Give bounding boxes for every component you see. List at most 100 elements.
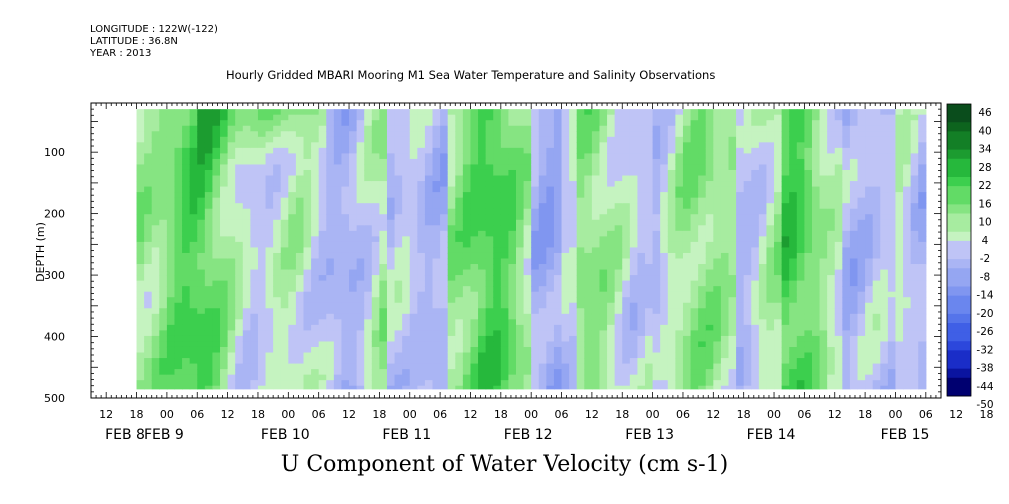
heatmap-cell <box>250 352 259 359</box>
heatmap-cell <box>743 247 752 254</box>
heatmap-cell <box>736 269 745 276</box>
heatmap-cell <box>455 120 464 127</box>
heatmap-cell <box>220 136 229 143</box>
heatmap-cell <box>273 252 282 260</box>
heatmap-cell <box>546 203 555 210</box>
heatmap-cell <box>849 197 859 204</box>
heatmap-cell <box>842 114 851 121</box>
heatmap-cell <box>197 114 206 121</box>
heatmap-cell <box>174 330 183 337</box>
heatmap-cell <box>379 346 388 354</box>
heatmap-cell <box>508 313 517 320</box>
heatmap-cell <box>280 313 289 320</box>
heatmap-cell <box>705 131 714 138</box>
heatmap-cell <box>265 297 274 304</box>
heatmap-cell <box>538 214 547 221</box>
heatmap-cell <box>652 169 661 177</box>
heatmap-cell <box>220 219 229 226</box>
heatmap-cell <box>523 335 532 343</box>
heatmap-cell <box>394 147 403 154</box>
heatmap-cell <box>849 120 859 127</box>
heatmap-cell <box>827 109 836 116</box>
heatmap-cell <box>417 230 426 237</box>
heatmap-cell <box>698 153 707 160</box>
heatmap-cell <box>189 308 198 315</box>
heatmap-cell <box>637 358 646 365</box>
heatmap-cell <box>462 203 472 210</box>
heatmap-cell <box>394 169 403 177</box>
heatmap-cell <box>508 153 517 160</box>
heatmap-cell <box>743 225 752 232</box>
heatmap-cell <box>159 363 168 370</box>
heatmap-cell <box>371 186 380 193</box>
heatmap-cell <box>660 252 669 260</box>
heatmap-cell <box>311 203 320 210</box>
heatmap-cell <box>447 241 456 249</box>
heatmap-cell <box>204 247 214 254</box>
heatmap-cell <box>705 308 714 315</box>
heatmap-cell <box>728 324 737 331</box>
heatmap-cell <box>159 136 168 143</box>
heatmap-cell <box>151 330 160 337</box>
heatmap-cell <box>349 109 358 116</box>
heatmap-cell <box>197 203 206 210</box>
heatmap-cell <box>796 125 805 132</box>
heatmap-cell <box>257 164 267 171</box>
heatmap-cell <box>857 313 866 320</box>
heatmap-cell <box>531 252 540 260</box>
heatmap-cell <box>629 219 639 226</box>
heatmap-cell <box>235 308 244 315</box>
heatmap-cell <box>371 225 380 232</box>
heatmap-cell <box>257 280 267 287</box>
heatmap-cell <box>819 346 828 354</box>
heatmap-cell <box>189 153 198 160</box>
heatmap-cell <box>204 109 214 116</box>
heatmap-cell <box>834 264 843 271</box>
heatmap-cell <box>667 297 676 304</box>
heatmap-cell <box>485 374 494 381</box>
heatmap-cell <box>804 164 813 171</box>
heatmap-cell <box>318 181 327 188</box>
heatmap-cell <box>257 385 267 390</box>
heatmap-cell <box>470 164 479 171</box>
heatmap-cell <box>804 247 813 254</box>
heatmap-cell <box>432 385 441 390</box>
heatmap-cell <box>440 286 449 293</box>
heatmap-cell <box>523 275 532 282</box>
heatmap-cell <box>622 264 631 271</box>
heatmap-cell <box>842 208 851 215</box>
heatmap-cell <box>607 308 616 315</box>
heatmap-cell <box>182 136 191 143</box>
heatmap-cell <box>204 335 214 343</box>
heatmap-cell <box>766 319 775 326</box>
heatmap-cell <box>318 330 327 337</box>
heatmap-cell <box>227 308 236 315</box>
heatmap-cell <box>136 214 145 221</box>
heatmap-cell <box>796 192 805 199</box>
heatmap-cell <box>743 236 752 243</box>
heatmap-cell <box>227 346 236 354</box>
heatmap-cell <box>607 302 616 309</box>
heatmap-cell <box>622 142 631 149</box>
heatmap-cell <box>720 197 730 204</box>
heatmap-cell <box>424 335 434 343</box>
heatmap-cell <box>827 385 836 390</box>
heatmap-cell <box>660 335 669 343</box>
heatmap-cell <box>857 236 866 243</box>
heatmap-cell <box>622 324 631 331</box>
heatmap-cell <box>189 280 198 287</box>
heatmap-cell <box>303 186 312 193</box>
heatmap-cell <box>546 275 555 282</box>
heatmap-cell <box>705 324 714 331</box>
heatmap-cell <box>675 280 684 287</box>
heatmap-cell <box>584 169 593 177</box>
heatmap-cell <box>379 136 388 143</box>
heatmap-cell <box>766 142 775 149</box>
heatmap-cell <box>819 247 828 254</box>
heatmap-cell <box>478 269 487 276</box>
heatmap-cell <box>667 131 676 138</box>
heatmap-cell <box>227 275 236 282</box>
heatmap-cell <box>667 186 676 193</box>
heatmap-cell <box>432 346 441 354</box>
heatmap-cell <box>622 330 631 337</box>
